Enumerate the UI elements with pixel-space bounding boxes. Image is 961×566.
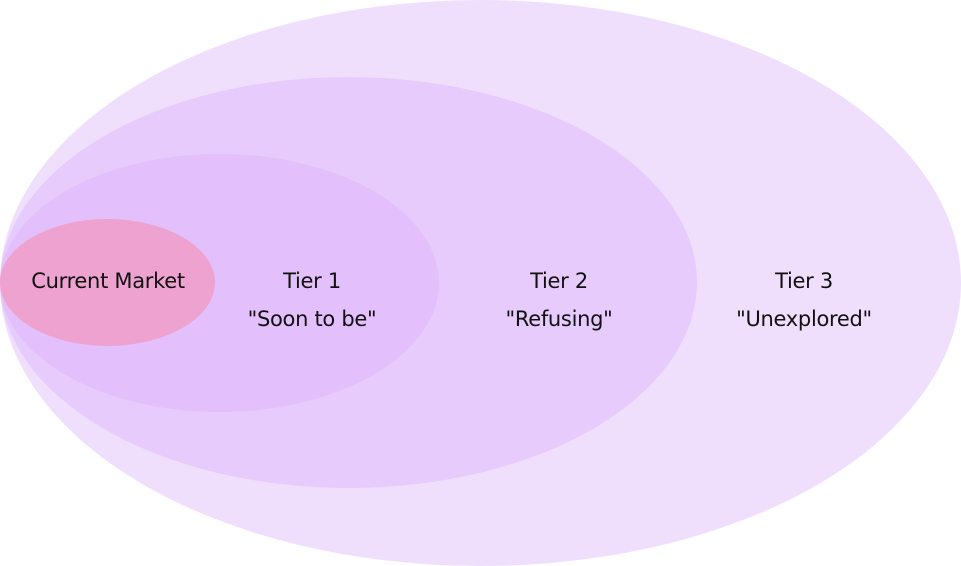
current-market-ellipse — [0, 219, 215, 346]
tier3-subtitle: "Unexplored" — [736, 307, 872, 331]
tier3-title: Tier 3 — [775, 269, 833, 293]
tier2-subtitle: "Refusing" — [505, 307, 613, 331]
tier1-subtitle: "Soon to be" — [247, 307, 377, 331]
tier3-label: Tier 3 "Unexplored" — [736, 262, 872, 338]
tier1-title: Tier 1 — [283, 269, 341, 293]
tier2-title: Tier 2 — [530, 269, 588, 293]
current-market-label: Current Market — [31, 262, 185, 300]
tier1-label: Tier 1 "Soon to be" — [248, 262, 377, 338]
tier2-label: Tier 2 "Refusing" — [505, 262, 612, 338]
current-market-title: Current Market — [31, 269, 185, 293]
